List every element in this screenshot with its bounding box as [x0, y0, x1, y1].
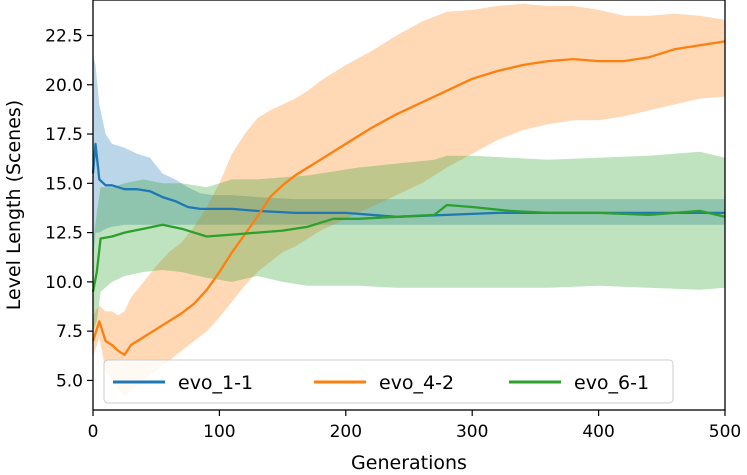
- line-evo_4-2: [91, 40, 726, 356]
- legend-label-evo_4-2: evo_4-2: [379, 372, 454, 394]
- y-tick-label: 20.0: [45, 76, 83, 96]
- y-tick-label: 15.0: [45, 174, 83, 194]
- series-lines: [91, 40, 726, 356]
- confidence-bands: [93, 3, 725, 397]
- x-tick-label: 400: [582, 422, 614, 442]
- x-axis-label: Generations: [351, 452, 467, 474]
- plot-frame: [92, 0, 726, 411]
- y-axis-label: Level Length (Scenes): [3, 100, 25, 310]
- y-axis: 5.0 7.5 10.0 12.5 15.0 17.5 20.0 22.5: [45, 26, 93, 391]
- line-evo_6-1: [91, 203, 726, 292]
- x-tick-label: 100: [203, 422, 235, 442]
- x-tick-label: 0: [88, 422, 99, 442]
- band-evo_4-2: [93, 3, 725, 397]
- x-tick-label: 200: [330, 422, 362, 442]
- y-tick-label: 22.5: [45, 26, 83, 46]
- band-evo_6-1: [93, 151, 725, 332]
- x-tick-label: 300: [456, 422, 488, 442]
- y-tick-label: 10.0: [45, 273, 83, 293]
- y-tick-label: 7.5: [56, 322, 83, 342]
- legend-box: [103, 359, 674, 404]
- legend-label-evo_1-1: evo_1-1: [178, 372, 253, 394]
- y-tick-label: 12.5: [45, 224, 83, 244]
- legend-label-evo_6-1: evo_6-1: [574, 372, 649, 394]
- legend: evo_1-1 evo_4-2 evo_6-1: [103, 359, 674, 404]
- x-tick-label: 500: [709, 422, 741, 442]
- x-axis: 0 100 200 300 400 500: [88, 410, 741, 442]
- y-tick-label: 5.0: [56, 371, 83, 391]
- y-tick-label: 17.5: [45, 125, 83, 145]
